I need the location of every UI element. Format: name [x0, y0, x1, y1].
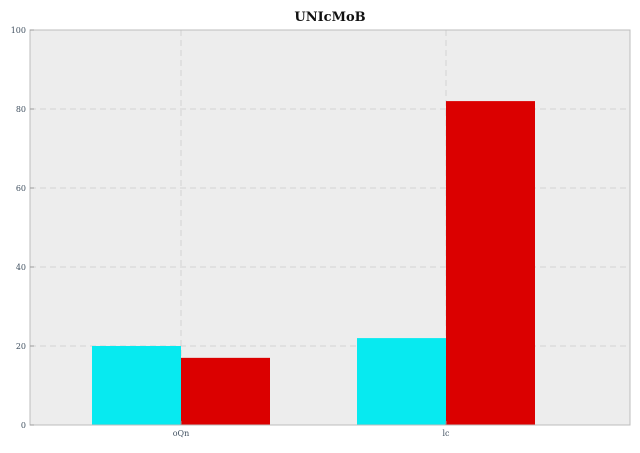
bar	[92, 346, 181, 425]
chart-title: UNIcMoB	[294, 10, 365, 25]
y-tick-label: 60	[16, 184, 26, 193]
bar	[446, 101, 535, 425]
y-tick-label: 100	[11, 26, 26, 35]
y-tick-label: 20	[16, 342, 26, 351]
y-tick-label: 0	[21, 421, 26, 430]
bar	[181, 357, 270, 425]
bars	[92, 101, 535, 425]
bar	[357, 338, 446, 425]
y-tick-label: 80	[16, 105, 26, 114]
y-tick-label: 40	[16, 263, 26, 272]
x-tick-label: oQn	[173, 429, 190, 438]
x-tick-label: lc	[442, 429, 450, 438]
plot-border	[29, 29, 631, 426]
axes: 0 20 40 60 80 100 oQn lc	[11, 26, 631, 438]
